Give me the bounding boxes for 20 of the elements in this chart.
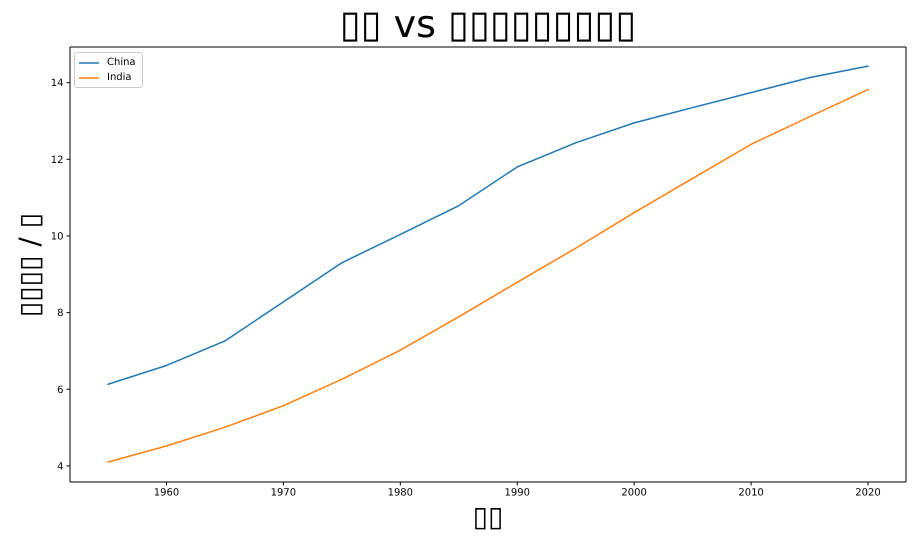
x-axis-title: ▯▯ [472,500,504,533]
y-tick-label: 10 [50,231,64,242]
x-tick-label: 1990 [504,488,530,499]
x-tick-label: 2010 [738,488,764,499]
x-tick-label: 1980 [388,488,414,499]
x-tick-label: 1960 [154,488,180,499]
y-tick-label: 4 [57,461,64,472]
chart-title: ▯▯ vs ▯▯▯▯▯▯▯▯▯ [340,2,636,46]
y-tick-label: 14 [50,78,64,90]
y-tick-label: 12 [50,154,64,166]
y-tick-label: 6 [57,384,64,396]
x-tick-label: 2020 [855,488,881,499]
line-series [107,88,869,463]
legend-label: India [107,72,132,83]
y-axis-title: ▯▯▯▯ / ▯ [13,212,46,317]
y-tick-label: 8 [57,308,64,320]
x-tick-label: 1970 [270,488,296,499]
line-series [107,65,869,386]
legend-label: China [107,57,136,68]
x-tick-label: 2000 [621,488,647,499]
